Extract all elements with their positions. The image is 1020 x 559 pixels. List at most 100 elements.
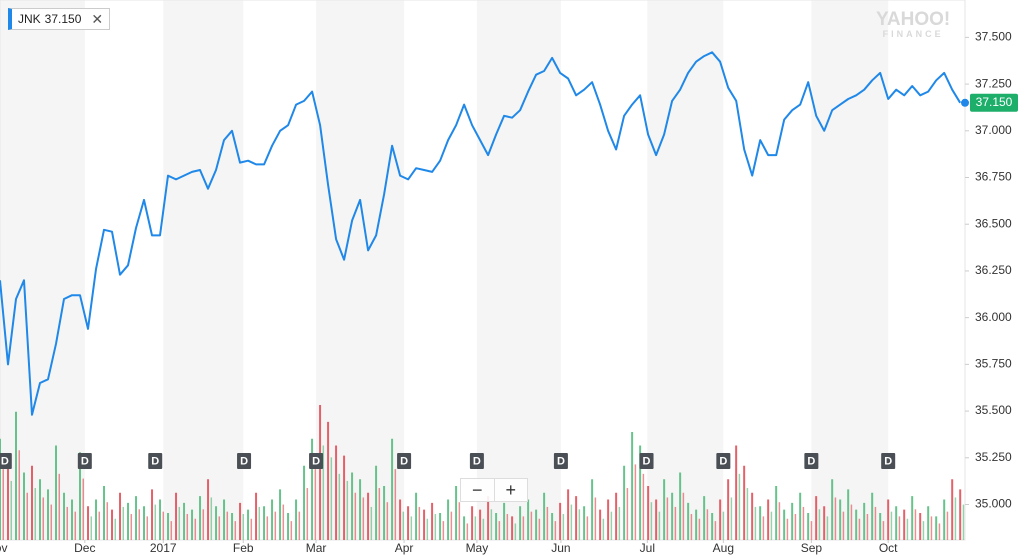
volume-bar (258, 506, 261, 540)
dividend-marker: D (804, 453, 819, 469)
volume-bar (711, 513, 714, 540)
volume-bar (866, 514, 869, 540)
volume-bar (367, 492, 370, 540)
volume-bar (255, 492, 258, 540)
dividend-badge (148, 453, 163, 469)
volume-bar (847, 489, 850, 540)
volume-bar (474, 516, 477, 540)
volume-bar (39, 479, 42, 540)
month-band (811, 0, 889, 540)
volume-bar (167, 513, 170, 540)
volume-bar (930, 516, 933, 540)
volume-bar (98, 511, 101, 540)
volume-bar (370, 506, 373, 540)
volume-bar (7, 455, 10, 540)
volume-bar (50, 504, 53, 540)
volume-bar (215, 506, 218, 540)
volume-bar (426, 518, 429, 540)
volume-bar (954, 497, 957, 540)
dividend-marker: D (639, 453, 654, 469)
volume-bar (591, 479, 594, 540)
volume-bar (66, 506, 69, 540)
close-icon[interactable]: ✕ (91, 10, 104, 27)
zoom-in[interactable]: + (493, 479, 528, 501)
volume-bar (186, 514, 189, 540)
volume-bar (183, 502, 186, 540)
volume-bar (671, 492, 674, 540)
volume-bar (839, 499, 842, 540)
dividend-badge (77, 453, 92, 469)
volume-bar (679, 472, 682, 540)
volume-bar (298, 511, 301, 540)
volume-bar (546, 506, 549, 540)
volume-bar (274, 511, 277, 540)
volume-bar (375, 465, 378, 540)
last-label: 37.150 (976, 95, 1013, 109)
volume-bar (863, 502, 866, 540)
dividend-badge (397, 453, 412, 469)
volume-bar (735, 445, 738, 540)
volume-bar (607, 499, 610, 540)
dividend-badge (469, 453, 484, 469)
zoom-out[interactable]: − (471, 480, 483, 500)
volume-bar (266, 516, 269, 540)
dividend-badge (804, 453, 819, 469)
volume-bar (351, 472, 354, 540)
volume-bar (247, 509, 250, 540)
volume-bar (762, 516, 765, 540)
dividend-marker: D (469, 453, 484, 469)
volume-bar (442, 521, 445, 540)
volume-bar (639, 445, 642, 540)
y-tick-label: 37.000 (975, 123, 1012, 137)
volume-bar (359, 479, 362, 540)
volume-bar (783, 509, 786, 540)
volume-bar (295, 499, 298, 540)
dividend-label: D (312, 455, 320, 467)
volume-bar (818, 509, 821, 540)
volume-bar (703, 496, 706, 540)
dividend-marker: D (148, 453, 163, 469)
volume-bar (554, 521, 557, 540)
y-tick-label: 35.000 (975, 497, 1012, 511)
volume-bar (319, 405, 322, 540)
volume-bar (567, 489, 570, 540)
volume-bar (810, 521, 813, 540)
dividend-label: D (643, 455, 651, 467)
volume-bar (850, 504, 853, 540)
dividend-badge (0, 453, 12, 469)
volume-bar (751, 492, 754, 540)
volume-bar (207, 479, 210, 540)
volume-bar (946, 511, 949, 540)
volume-bar (82, 478, 85, 540)
volume-bar (175, 492, 178, 540)
volume-bar (586, 516, 589, 540)
dividend-marker: D (0, 453, 12, 469)
month-band (163, 0, 244, 540)
dividend-badge (716, 453, 731, 469)
volume-bar (202, 509, 205, 540)
volume-bar (439, 513, 442, 540)
volume-bar (466, 523, 469, 540)
volume-bar (922, 521, 925, 540)
volume-bar (799, 492, 802, 540)
volume-bar (479, 509, 482, 540)
volume-bar (927, 506, 930, 540)
dividend-marker: D (716, 453, 731, 469)
volume-bar (615, 492, 618, 540)
volume-bar (906, 518, 909, 540)
volume-bar (346, 480, 349, 540)
volume-bar (714, 521, 717, 540)
volume-bar (490, 509, 493, 540)
volume-bar (303, 465, 306, 540)
legend[interactable]: JNK 37.150 ✕ (8, 8, 111, 30)
y-tick-label: 36.250 (975, 263, 1012, 277)
volume-bar (402, 511, 405, 540)
volume-bar (399, 499, 402, 540)
volume-bar (722, 511, 725, 540)
volume-bar (738, 473, 741, 540)
volume-bar (119, 492, 122, 540)
volume-bar (687, 502, 690, 540)
dividend-badge (237, 453, 252, 469)
volume-bar (18, 450, 21, 540)
y-tick-label: 35.500 (975, 403, 1012, 417)
